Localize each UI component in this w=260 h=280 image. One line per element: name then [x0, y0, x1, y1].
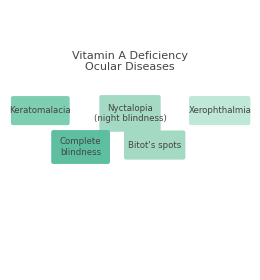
FancyBboxPatch shape: [99, 95, 161, 132]
Text: Keratomalacia: Keratomalacia: [9, 106, 71, 115]
FancyBboxPatch shape: [189, 96, 250, 125]
Text: Nyctalopia
(night blindness): Nyctalopia (night blindness): [94, 104, 166, 123]
Text: Bitot's spots: Bitot's spots: [128, 141, 181, 150]
Text: Complete
blindness: Complete blindness: [60, 137, 101, 157]
FancyBboxPatch shape: [51, 130, 110, 164]
Text: Xerophthalmia: Xerophthalmia: [188, 106, 251, 115]
Text: Vitamin A Deficiency
Ocular Diseases: Vitamin A Deficiency Ocular Diseases: [72, 51, 188, 73]
FancyBboxPatch shape: [124, 130, 185, 160]
FancyBboxPatch shape: [11, 96, 70, 125]
